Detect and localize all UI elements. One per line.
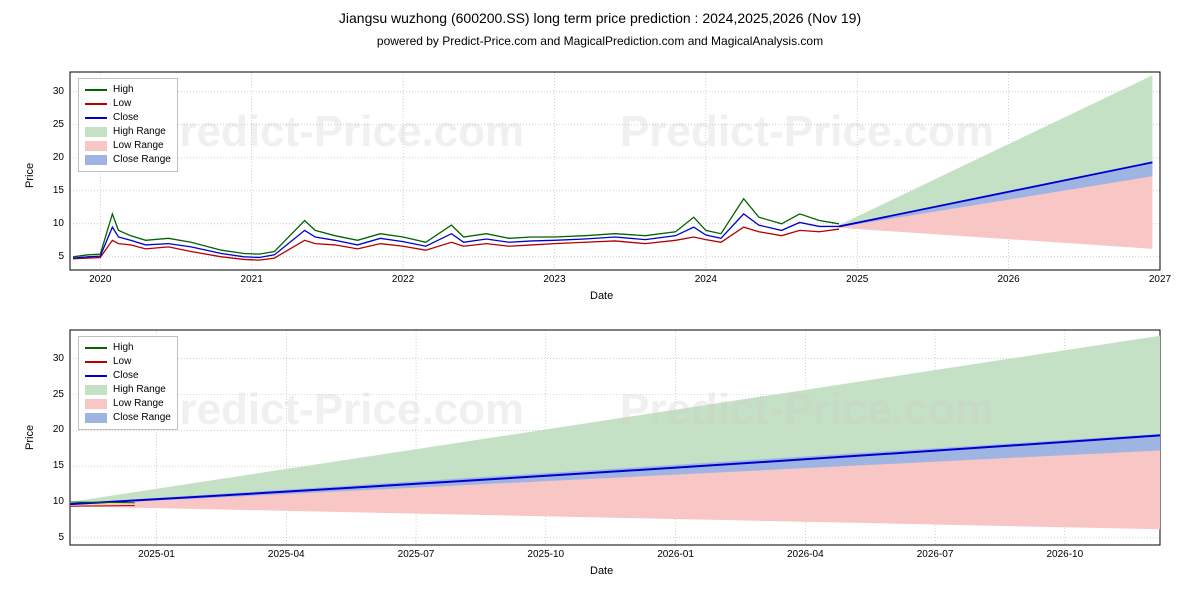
x-tick-label: 2025-01 bbox=[132, 549, 182, 560]
legend-label: High Range bbox=[113, 125, 166, 139]
legend-label: High Range bbox=[113, 383, 166, 397]
y-tick-label: 15 bbox=[53, 185, 64, 196]
y-tick-label: 15 bbox=[53, 460, 64, 471]
x-tick-label: 2020 bbox=[85, 274, 115, 285]
legend-swatch bbox=[85, 385, 107, 395]
top-chart-ylabel: Price bbox=[24, 163, 36, 188]
legend-label: Close Range bbox=[113, 153, 171, 167]
y-tick-label: 30 bbox=[53, 86, 64, 97]
top-chart-xlabel: Date bbox=[590, 290, 613, 302]
legend-item: Low Range bbox=[85, 139, 171, 153]
legend-label: Low bbox=[113, 97, 131, 111]
bottom-chart-xlabel: Date bbox=[590, 565, 613, 577]
legend-swatch bbox=[85, 155, 107, 165]
legend-swatch bbox=[85, 127, 107, 137]
x-tick-label: 2026-04 bbox=[780, 549, 830, 560]
h-line bbox=[73, 199, 839, 257]
x-tick-label: 2025-07 bbox=[391, 549, 441, 560]
legend-item: Low bbox=[85, 97, 171, 111]
legend-item: High Range bbox=[85, 125, 171, 139]
x-tick-label: 2026-10 bbox=[1040, 549, 1090, 560]
legend-swatch bbox=[85, 413, 107, 423]
x-tick-label: 2027 bbox=[1145, 274, 1175, 285]
figure-container: { "title_main": "Jiangsu wuzhong (600200… bbox=[0, 0, 1200, 600]
legend-swatch bbox=[85, 117, 107, 119]
y-tick-label: 10 bbox=[53, 496, 64, 507]
x-tick-label: 2026 bbox=[994, 274, 1024, 285]
legend-swatch bbox=[85, 361, 107, 363]
legend-label: High bbox=[113, 341, 134, 355]
legend-item: Close Range bbox=[85, 411, 171, 425]
x-tick-label: 2022 bbox=[388, 274, 418, 285]
legend-item: High bbox=[85, 83, 171, 97]
y-tick-label: 5 bbox=[58, 251, 64, 262]
x-tick-label: 2025-10 bbox=[521, 549, 571, 560]
x-tick-label: 2025 bbox=[842, 274, 872, 285]
legend-item: Low Range bbox=[85, 397, 171, 411]
x-tick-label: 2021 bbox=[237, 274, 267, 285]
bottom-chart-legend: HighLowCloseHigh RangeLow RangeClose Ran… bbox=[78, 336, 178, 430]
y-tick-label: 20 bbox=[53, 152, 64, 163]
x-tick-label: 2025-04 bbox=[261, 549, 311, 560]
legend-label: Low bbox=[113, 355, 131, 369]
y-tick-label: 25 bbox=[53, 389, 64, 400]
legend-swatch bbox=[85, 89, 107, 91]
legend-item: Low bbox=[85, 355, 171, 369]
y-tick-label: 25 bbox=[53, 119, 64, 130]
legend-swatch bbox=[85, 141, 107, 151]
legend-swatch bbox=[85, 103, 107, 105]
chart-sub-title: powered by Predict-Price.com and Magical… bbox=[0, 34, 1200, 48]
x-tick-label: 2024 bbox=[691, 274, 721, 285]
legend-item: Close bbox=[85, 111, 171, 125]
l-line bbox=[73, 227, 839, 260]
legend-label: Low Range bbox=[113, 139, 164, 153]
x-tick-label: 2026-07 bbox=[910, 549, 960, 560]
legend-item: Close Range bbox=[85, 153, 171, 167]
legend-item: High Range bbox=[85, 383, 171, 397]
legend-label: Close Range bbox=[113, 411, 171, 425]
chart-main-title: Jiangsu wuzhong (600200.SS) long term pr… bbox=[0, 10, 1200, 26]
legend-swatch bbox=[85, 347, 107, 349]
y-tick-label: 20 bbox=[53, 424, 64, 435]
top-chart-legend: HighLowCloseHigh RangeLow RangeClose Ran… bbox=[78, 78, 178, 172]
legend-label: Close bbox=[113, 111, 139, 125]
legend-item: High bbox=[85, 341, 171, 355]
legend-label: Low Range bbox=[113, 397, 164, 411]
y-tick-label: 10 bbox=[53, 218, 64, 229]
x-tick-label: 2026-01 bbox=[651, 549, 701, 560]
bottom-chart-svg bbox=[69, 329, 1161, 546]
y-tick-label: 5 bbox=[58, 532, 64, 543]
legend-swatch bbox=[85, 399, 107, 409]
legend-label: High bbox=[113, 83, 134, 97]
legend-item: Close bbox=[85, 369, 171, 383]
y-tick-label: 30 bbox=[53, 353, 64, 364]
x-tick-label: 2023 bbox=[539, 274, 569, 285]
bottom-chart-ylabel: Price bbox=[24, 425, 36, 450]
legend-swatch bbox=[85, 375, 107, 377]
top-chart-svg bbox=[69, 71, 1161, 271]
legend-label: Close bbox=[113, 369, 139, 383]
